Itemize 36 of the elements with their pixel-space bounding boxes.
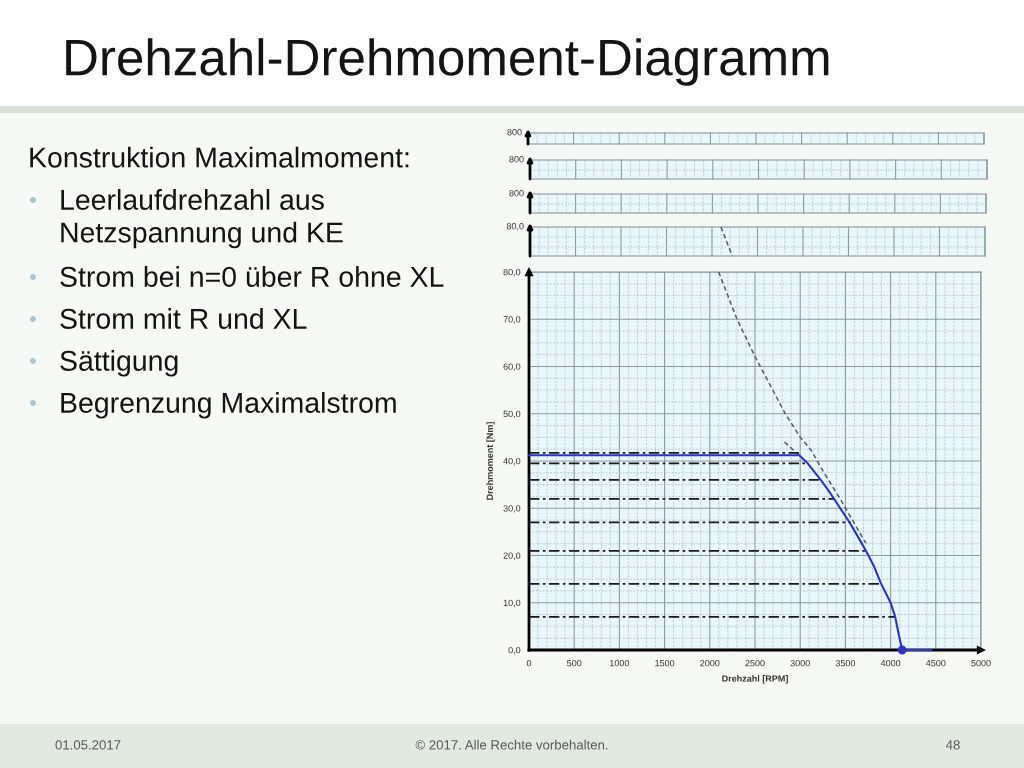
y-tick-label: 50,0 bbox=[503, 410, 521, 419]
text: Strom mit R und XL bbox=[60, 308, 307, 329]
x-tick-label: 5000 bbox=[971, 659, 991, 667]
text: Konstruktion Maximalmoment: bbox=[30, 146, 409, 168]
text: 800 bbox=[507, 129, 522, 136]
y-tick-label: 60,0 bbox=[503, 363, 521, 371]
text: 48 bbox=[945, 740, 960, 750]
x-tick-label: 4500 bbox=[925, 659, 946, 667]
x-tick-label: 0 bbox=[526, 659, 532, 667]
y-tick-label: 20,0 bbox=[503, 552, 521, 560]
x-tick-label: 2000 bbox=[700, 659, 720, 667]
text: Drehzahl-Drehmoment-Diagramm bbox=[66, 38, 829, 86]
y-tick-label: 30,0 bbox=[503, 505, 521, 513]
y-tick-label: 10,0 bbox=[503, 599, 521, 608]
y-tick-label: 80,0 bbox=[503, 268, 521, 277]
x-tick-label: 1500 bbox=[655, 659, 675, 667]
text: 800 bbox=[509, 156, 524, 163]
x-tick-label: 3500 bbox=[835, 659, 856, 667]
y-tick-label: 40,0 bbox=[503, 457, 521, 466]
text: 01.05.2017 bbox=[55, 740, 121, 750]
x-tick-label: 1000 bbox=[610, 659, 630, 667]
text: © 2017. Alle Rechte vorbehalten. bbox=[415, 739, 608, 750]
x-tick-label: 3000 bbox=[790, 659, 810, 667]
y-tick-label: 70,0 bbox=[503, 316, 521, 324]
line-series bbox=[717, 271, 867, 544]
text: 800 bbox=[509, 190, 524, 197]
text: Begrenzung Maximalstrom bbox=[61, 392, 396, 419]
x-tick-label: 500 bbox=[567, 659, 582, 667]
text: Strom bei n=0 über R ohne XL bbox=[60, 266, 444, 287]
x-tick-label: 2500 bbox=[745, 659, 765, 667]
text: Sättigung bbox=[60, 350, 178, 377]
x-axis-title: Drehzahl [RPM] bbox=[722, 675, 788, 684]
x-tick-label: 4000 bbox=[880, 659, 901, 667]
text: Leerlaufdrehzahl aus Netzspannung und KE bbox=[61, 189, 343, 249]
y-tick-label: 0,0 bbox=[508, 646, 521, 655]
y-axis-title: Drehmoment [Nm] bbox=[486, 422, 495, 500]
